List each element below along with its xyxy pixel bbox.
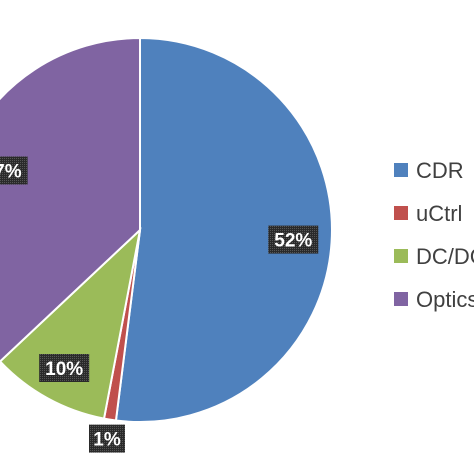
- legend-item-uctrl: uCtrl: [394, 201, 462, 226]
- legend-swatch: [394, 249, 408, 263]
- pie-slices: [0, 36, 333, 423]
- data-label-text: 37%: [0, 162, 22, 183]
- data-label-cdr: 52%: [268, 225, 319, 254]
- pie-slice-optics: [0, 36, 141, 363]
- data-label-optics: 37%: [0, 156, 28, 185]
- legend-label: DC/DC: [416, 244, 474, 269]
- data-label-text: 52%: [274, 231, 312, 252]
- legend-swatch: [394, 206, 408, 220]
- data-label-background: [0, 156, 28, 185]
- legend-item-cdr: CDR: [394, 158, 464, 183]
- data-label-background: [268, 225, 319, 254]
- legend-item-optics: Optics: [394, 287, 474, 312]
- pie-slice-dc-dc: [0, 227, 142, 420]
- legend: CDR uCtrl DC/DC Optics: [394, 158, 474, 312]
- data-label-text: 10%: [45, 359, 83, 380]
- data-label-uctrl: 1%: [89, 424, 125, 453]
- data-label-background: [39, 354, 90, 382]
- data-label-text: 1%: [93, 430, 121, 451]
- pie-slice-cdr: [114, 36, 333, 423]
- legend-label: CDR: [416, 158, 464, 183]
- legend-swatch: [394, 292, 408, 306]
- legend-label: Optics: [416, 287, 474, 312]
- data-label-background: [89, 424, 125, 453]
- legend-label: uCtrl: [416, 201, 462, 226]
- legend-item-dc-dc: DC/DC: [394, 244, 474, 269]
- data-label-dc-dc: 10%: [39, 354, 90, 382]
- legend-swatch: [394, 163, 408, 177]
- data-labels: 52% 1% 10% 37%: [0, 156, 319, 453]
